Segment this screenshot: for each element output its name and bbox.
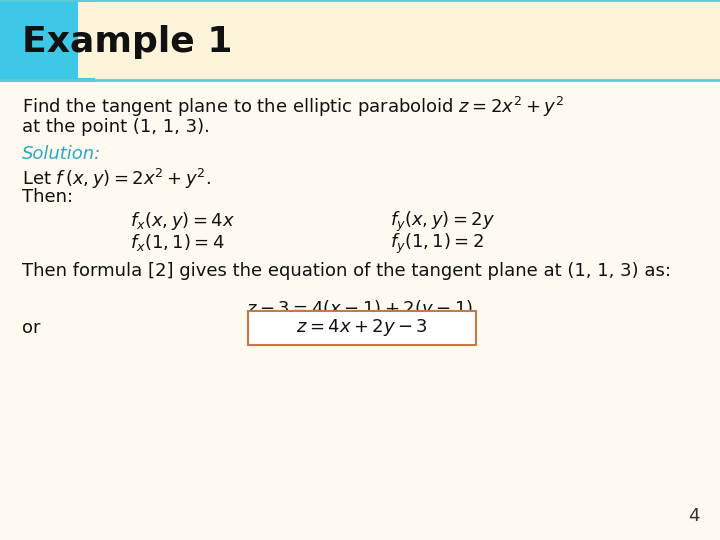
Text: $f_y(x, y) = 2y$: $f_y(x, y) = 2y$ [390, 210, 495, 234]
Text: at the point (1, 1, 3).: at the point (1, 1, 3). [22, 118, 210, 136]
Text: or: or [22, 319, 40, 337]
Text: $f_x(1, 1) = 4$: $f_x(1, 1) = 4$ [130, 232, 225, 253]
Text: $f_y(1, 1) = 2$: $f_y(1, 1) = 2$ [390, 232, 485, 256]
Text: $z - 3 = 4(x - 1) + 2(y - 1)$: $z - 3 = 4(x - 1) + 2(y - 1)$ [246, 298, 474, 320]
Text: Let $f\,(x, y) = 2x^2 + y^2$.: Let $f\,(x, y) = 2x^2 + y^2$. [22, 167, 211, 191]
Text: Then:: Then: [22, 188, 73, 206]
Text: Example 1: Example 1 [22, 25, 233, 59]
Text: Then formula [2] gives the equation of the tangent plane at (1, 1, 3) as:: Then formula [2] gives the equation of t… [22, 262, 671, 280]
FancyBboxPatch shape [0, 0, 720, 80]
FancyBboxPatch shape [248, 311, 476, 345]
Text: Solution:: Solution: [22, 145, 102, 163]
Text: $z = 4x + 2y - 3$: $z = 4x + 2y - 3$ [296, 318, 428, 339]
FancyBboxPatch shape [0, 0, 95, 82]
Text: Find the tangent plane to the elliptic paraboloid $z = 2x^2 + y^2$: Find the tangent plane to the elliptic p… [22, 95, 564, 119]
Text: $f_x(x, y) = 4x$: $f_x(x, y) = 4x$ [130, 210, 235, 232]
FancyBboxPatch shape [78, 2, 720, 78]
Text: 4: 4 [688, 507, 700, 525]
